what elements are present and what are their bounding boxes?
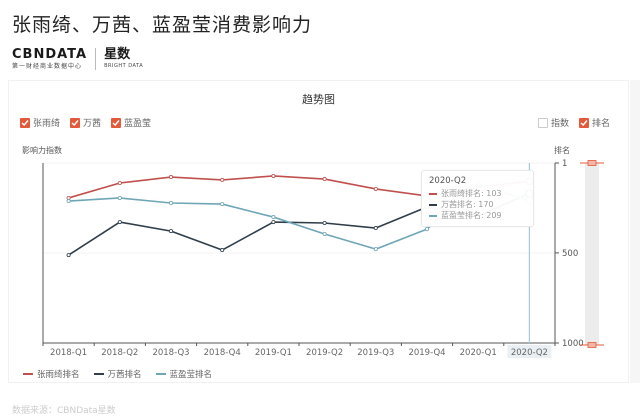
toggle-index[interactable]: 指数 <box>537 116 569 129</box>
chart-title: 趋势图 <box>302 93 335 106</box>
toggle-label: 排名 <box>591 119 610 129</box>
range-slider-track[interactable] <box>585 163 599 345</box>
bottom-legend: 张雨绮排名 万茜排名 蓝盈莹排名 <box>23 368 212 380</box>
checkbox-checked-icon[interactable] <box>20 117 30 128</box>
legend-item-wan[interactable]: 万茜排名 <box>93 368 142 380</box>
svg-text:2018-Q4: 2018-Q4 <box>204 348 241 358</box>
series-toggles: 张雨绮 万茜 蓝盈莹 <box>20 116 151 129</box>
tooltip-title: 2020-Q2 <box>429 176 467 186</box>
data-source-note: 数据来源：CBNData星数 <box>12 406 116 416</box>
left-axis-title: 影响力指数 <box>22 146 62 155</box>
svg-text:2020-Q2: 2020-Q2 <box>511 348 548 358</box>
swatch-icon <box>429 192 437 195</box>
tooltip-value: 蓝盈莹排名: 209 <box>441 211 502 220</box>
toggle-label: 蓝盈莹 <box>124 119 152 129</box>
toggle-label: 指数 <box>550 119 569 129</box>
svg-text:2019-Q3: 2019-Q3 <box>357 348 394 358</box>
tooltip-row: 张雨绮排名: 103 <box>429 188 526 199</box>
cbndata-subtitle: 第一财经商业数据中心 <box>12 62 83 70</box>
svg-text:2019-Q2: 2019-Q2 <box>306 348 343 358</box>
cbndata-logo: CBNDATA 第一财经商业数据中心 <box>12 46 88 71</box>
svg-text:2019-Q1: 2019-Q1 <box>255 348 292 358</box>
legend-item-lan[interactable]: 蓝盈莹排名 <box>155 368 213 380</box>
legend-label: 万茜排名 <box>107 370 142 380</box>
legend-label: 张雨绮排名 <box>37 370 80 380</box>
legend-line-icon <box>23 373 33 375</box>
svg-text:1: 1 <box>562 159 567 169</box>
metric-toggles: 指数 排名 <box>537 116 610 129</box>
swatch-icon <box>429 214 437 217</box>
checkbox-checked-icon[interactable] <box>70 117 81 128</box>
range-slider-top-handle[interactable] <box>580 160 604 166</box>
tooltip-row: 蓝盈莹排名: 209 <box>429 210 526 221</box>
brand-logos: CBNDATA 第一财经商业数据中心 星数 BRIGHT DATA <box>12 46 143 72</box>
toggle-lan[interactable]: 蓝盈莹 <box>111 116 151 129</box>
svg-text:2018-Q3: 2018-Q3 <box>152 348 189 358</box>
page-title: 张雨绮、万茜、蓝盈莹消费影响力 <box>12 14 313 36</box>
bright-data-subtitle: BRIGHT DATA <box>104 62 144 69</box>
toggle-label: 万茜 <box>83 119 102 129</box>
toggle-wan[interactable]: 万茜 <box>70 116 101 129</box>
legend-line-icon <box>93 373 104 375</box>
svg-text:2020-Q1: 2020-Q1 <box>460 348 497 358</box>
svg-text:500: 500 <box>562 249 578 259</box>
tooltip-value: 张雨绮排名: 103 <box>441 189 502 198</box>
right-axis-title: 排名 <box>554 146 570 155</box>
chart-tooltip: 2020-Q2 张雨绮排名: 103 万茜排名: 170 蓝盈莹排名: 209 <box>421 170 534 227</box>
tooltip-row: 万茜排名: 170 <box>429 199 526 210</box>
brand-divider <box>95 48 97 70</box>
svg-text:2019-Q4: 2019-Q4 <box>408 348 445 358</box>
svg-text:2018-Q2: 2018-Q2 <box>101 348 138 358</box>
toggle-rank[interactable]: 排名 <box>578 116 610 129</box>
page-scroll-edge <box>630 80 640 383</box>
checkbox-unchecked-icon[interactable] <box>537 117 548 128</box>
bright-data-name: 星数 <box>104 46 131 62</box>
toggle-zhang[interactable]: 张雨绮 <box>20 116 60 129</box>
svg-text:1000: 1000 <box>562 339 584 349</box>
checkbox-checked-icon[interactable] <box>578 117 589 128</box>
legend-line-icon <box>155 373 166 375</box>
legend-item-zhang[interactable]: 张雨绮排名 <box>23 368 80 380</box>
legend-label: 蓝盈莹排名 <box>169 370 213 380</box>
checkbox-checked-icon[interactable] <box>111 117 122 128</box>
toggle-label: 张雨绮 <box>33 119 61 129</box>
svg-text:2018-Q1: 2018-Q1 <box>50 348 87 358</box>
bright-data-logo: 星数 BRIGHT DATA <box>104 46 144 71</box>
cbndata-name: CBNDATA <box>12 46 88 62</box>
tooltip-value: 万茜排名: 170 <box>441 200 494 209</box>
swatch-icon <box>429 203 437 206</box>
range-slider-bottom-handle[interactable] <box>580 342 604 348</box>
